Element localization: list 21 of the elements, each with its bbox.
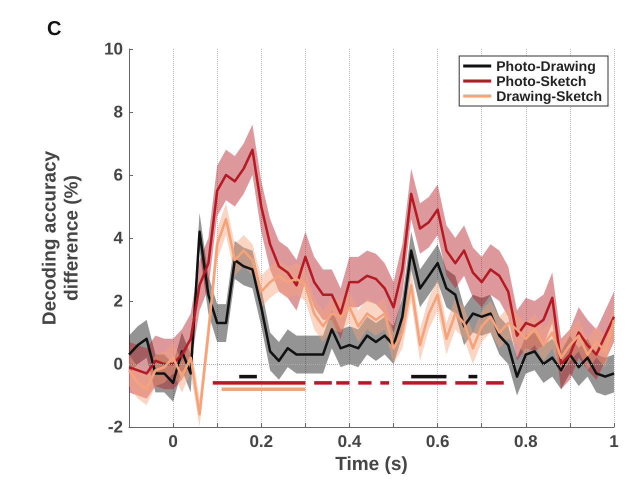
x-tick-label: 0 [168,432,178,451]
line-series [128,230,616,384]
legend-label: Drawing-Sketch [496,88,602,104]
y-tick-label: 2 [114,292,123,310]
y-axis-title: Decoding accuracy difference (%) [40,150,82,326]
x-tick-label: 0.8 [514,432,538,451]
x-tick-label: 0.2 [249,432,274,451]
legend-label: Photo-Drawing [496,58,596,74]
y-tick-label: 0 [114,354,123,374]
y-tick-label: -2 [108,418,123,436]
legend-label: Photo-Sketch [496,73,586,89]
x-tick-label: 0.6 [426,432,450,451]
y-tick-label: 4 [114,228,124,248]
y-tick-label: 10 [104,40,123,58]
line-series [128,148,616,375]
x-tick-label: 1 [609,432,619,451]
x-tick-label: 0.4 [338,432,362,451]
y-tick-label: 8 [114,102,123,122]
chart-title: C [47,18,62,40]
y-tick-label: 6 [114,166,123,184]
x-axis-title: Time (s) [335,454,408,475]
